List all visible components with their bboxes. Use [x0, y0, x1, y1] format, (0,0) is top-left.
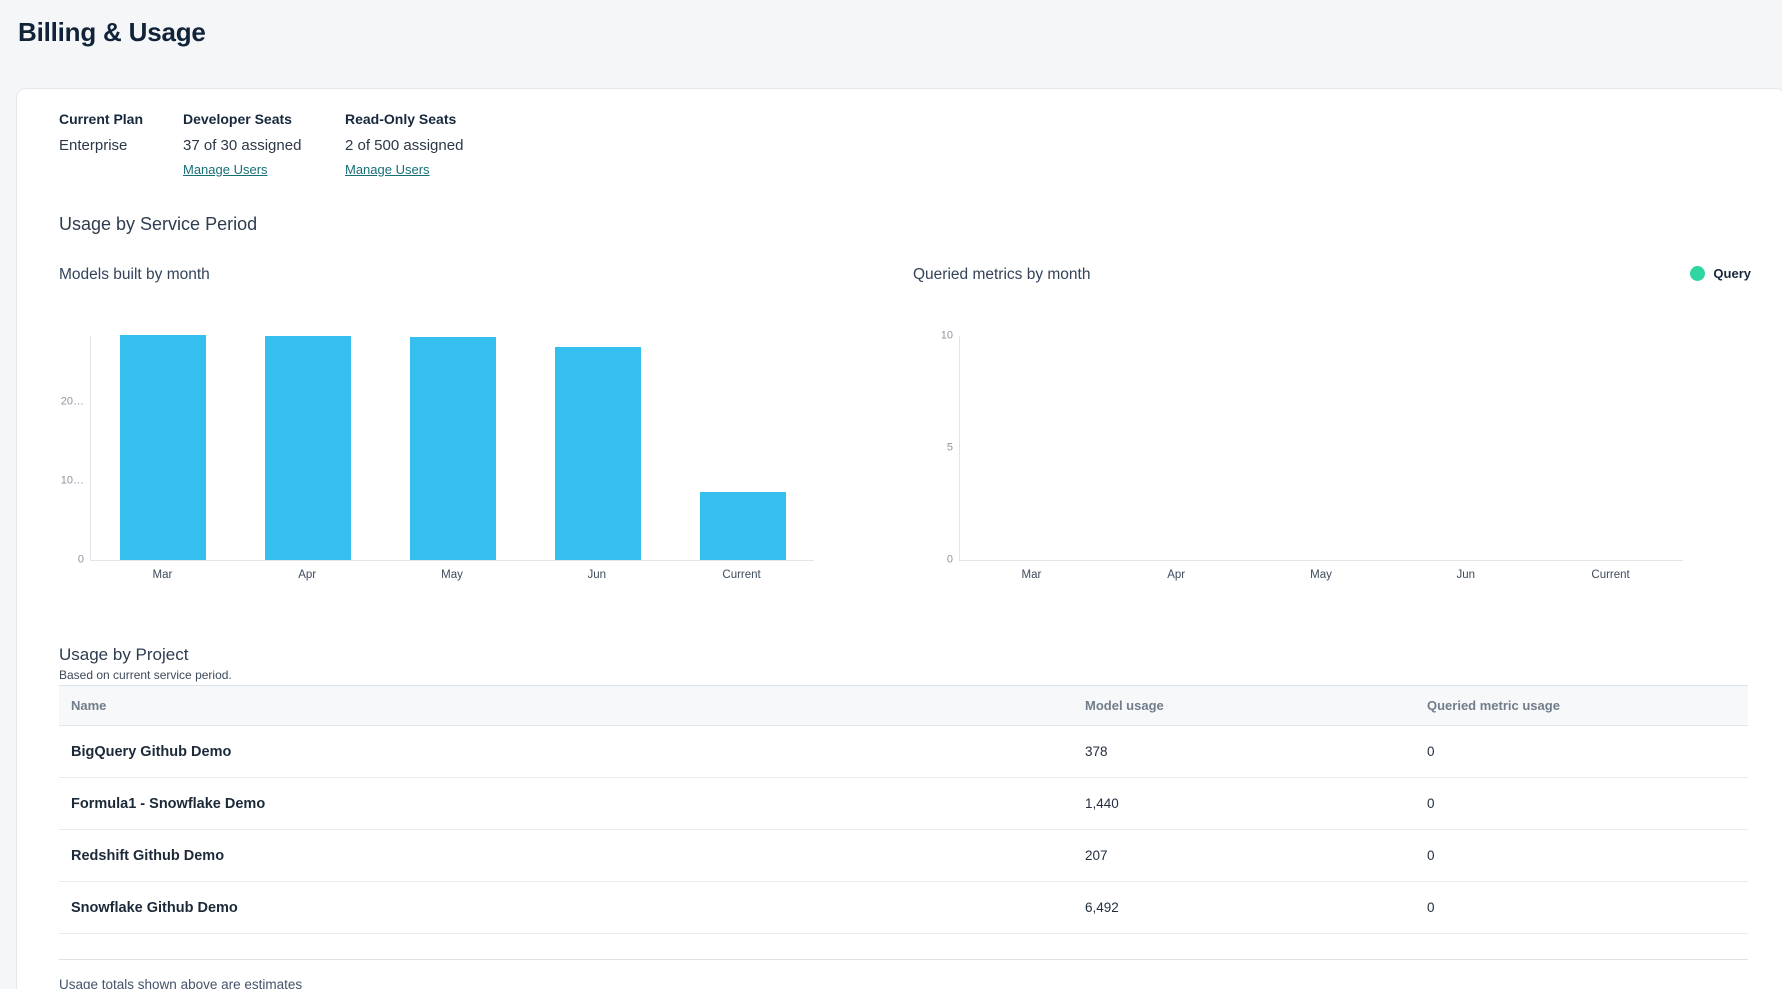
y-axis-tick-label: 10…	[60, 474, 84, 487]
model-usage-value: 6,492	[1073, 881, 1415, 934]
models-built-chart-canvas: 0 10… 20… Mar Apr May Jun Current	[59, 335, 814, 582]
queried-metrics-chart: Queried metrics by month 0 5 10 Mar Apr May Ju…	[913, 265, 1683, 582]
developer-seats-column: Developer Seats 37 of 30 assigned Manage…	[183, 111, 345, 179]
model-usage-value: 378	[1073, 725, 1415, 778]
bar-apr[interactable]	[265, 336, 352, 560]
x-axis-tick-label: May	[1310, 569, 1332, 581]
current-plan-value: Enterprise	[59, 137, 128, 154]
readonly-seats-column: Read-Only Seats 2 of 500 assigned Manage…	[345, 111, 463, 179]
query-legend-label: Query	[1713, 266, 1751, 281]
page-title: Billing & Usage	[18, 17, 206, 47]
chart-legend[interactable]: Query	[1690, 266, 1751, 281]
charts-row: Models built by month 0 10… 20… Mar Apr May Ju…	[59, 265, 1751, 582]
chart-plot-area: 0 5 10	[941, 330, 1683, 565]
project-name: Snowflake Github Demo	[59, 881, 1073, 934]
queried-metric-usage-value: 0	[1415, 777, 1748, 830]
chart-plot-area: 0 10… 20…	[61, 335, 814, 565]
developer-seats-value: 37 of 30 assigned	[183, 137, 302, 154]
plan-summary: Current Plan Enterprise Developer Seats …	[59, 111, 1748, 179]
bar-current[interactable]	[699, 492, 786, 560]
x-axis-tick-label: Apr	[1167, 569, 1186, 581]
current-plan-label: Current Plan	[59, 111, 144, 127]
usage-by-project-subtitle: Based on current service period.	[59, 668, 232, 682]
y-axis-tick-label: 10	[940, 329, 953, 342]
project-name: BigQuery Github Demo	[59, 725, 1073, 778]
query-legend-dot-icon	[1690, 266, 1706, 281]
x-axis-tick-label: May	[441, 569, 463, 581]
table-header-row: Name Model usage Queried metric usage	[59, 685, 1748, 726]
queried-metric-usage-value: 0	[1415, 725, 1748, 778]
table-spacer-row	[59, 933, 1748, 960]
y-axis-tick-label: 20…	[60, 395, 84, 408]
project-name: Formula1 - Snowflake Demo	[59, 777, 1073, 830]
x-axis-tick-label: Jun	[1456, 569, 1476, 581]
readonly-seats-value: 2 of 500 assigned	[345, 137, 464, 154]
queried-metrics-chart-canvas: 0 5 10 Mar Apr May Jun Current	[913, 330, 1683, 582]
x-axis-labels: Mar Apr May Jun Current	[959, 568, 1683, 582]
x-axis-labels: Mar Apr May Jun Current	[90, 568, 814, 582]
bar-jun[interactable]	[554, 347, 641, 560]
queried-metric-usage-value: 0	[1415, 829, 1748, 882]
usage-estimates-footnote: Usage totals shown above are estimates	[59, 977, 303, 989]
y-axis-tick-label: 0	[946, 553, 953, 566]
manage-users-link-developer[interactable]: Manage Users	[183, 162, 268, 177]
usage-by-project-table: Name Model usage Queried metric usage Bi…	[59, 685, 1748, 960]
model-usage-value: 207	[1073, 829, 1415, 882]
usage-by-project-title: Usage by Project	[59, 645, 189, 664]
model-usage-value: 1,440	[1073, 777, 1415, 830]
table-row: BigQuery Github Demo 378 0	[59, 725, 1748, 778]
column-header-queried-metric-usage: Queried metric usage	[1427, 698, 1560, 713]
x-axis-tick-label: Jun	[587, 569, 607, 581]
x-axis-tick-label: Current	[722, 569, 761, 581]
manage-users-link-readonly[interactable]: Manage Users	[345, 162, 430, 177]
column-header-name: Name	[71, 698, 107, 713]
project-name: Redshift Github Demo	[59, 829, 1073, 882]
y-axis-tick-label: 5	[946, 441, 953, 454]
x-axis-tick-label: Apr	[298, 569, 317, 581]
usage-by-service-period-title: Usage by Service Period	[59, 214, 258, 234]
table-row: Formula1 - Snowflake Demo 1,440 0	[59, 777, 1748, 830]
queried-metric-usage-value: 0	[1415, 881, 1748, 934]
queried-metrics-chart-title: Queried metrics by month	[913, 266, 1091, 283]
y-axis-tick-label: 0	[77, 553, 84, 566]
column-header-model-usage: Model usage	[1085, 698, 1164, 713]
bar-mar[interactable]	[120, 335, 207, 560]
x-axis-tick-label: Mar	[1021, 569, 1042, 581]
x-axis-tick-label: Mar	[152, 569, 173, 581]
billing-card: Current Plan Enterprise Developer Seats …	[16, 88, 1782, 989]
x-axis-tick-label: Current	[1591, 569, 1630, 581]
models-built-chart: Models built by month 0 10… 20… Mar Apr May Ju…	[59, 265, 814, 582]
developer-seats-label: Developer Seats	[183, 111, 292, 127]
readonly-seats-label: Read-Only Seats	[345, 111, 457, 127]
current-plan-column: Current Plan Enterprise	[59, 111, 183, 179]
models-built-chart-title: Models built by month	[59, 266, 210, 283]
table-row: Redshift Github Demo 207 0	[59, 829, 1748, 882]
bar-may[interactable]	[410, 337, 496, 560]
table-row: Snowflake Github Demo 6,492 0	[59, 881, 1748, 934]
